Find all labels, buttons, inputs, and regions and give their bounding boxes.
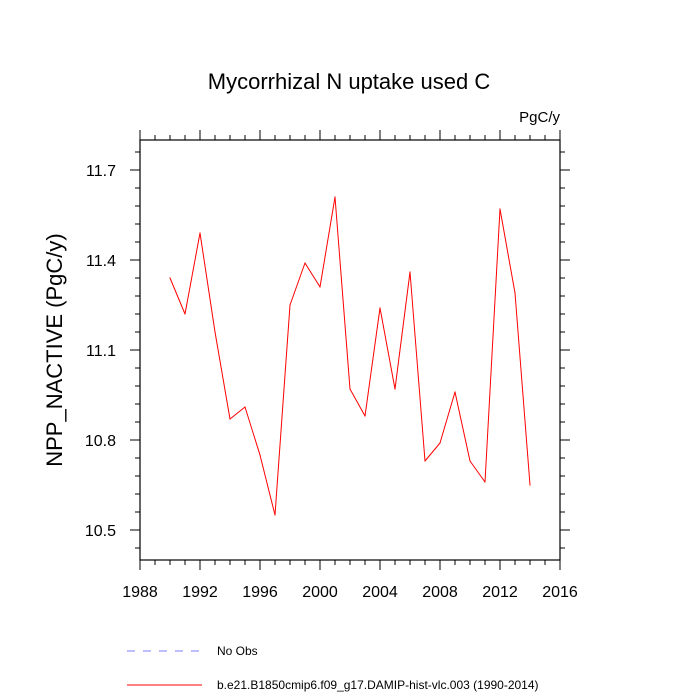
y-tick-label: 10.5: [85, 523, 116, 540]
chart-title: Mycorrhizal N uptake used C: [208, 69, 491, 94]
data-point: [304, 262, 306, 264]
series-line-segment: [274, 304, 291, 516]
series-line-segment: [289, 262, 306, 306]
data-point: [349, 388, 351, 390]
data-point: [439, 442, 441, 444]
y-axis-label: NPP_NACTIVE (PgC/y): [42, 233, 67, 467]
data-point: [214, 331, 216, 333]
series-line-segment: [439, 391, 456, 444]
data-point: [319, 286, 321, 288]
series-line-segment: [334, 196, 351, 390]
data-point: [424, 460, 426, 462]
data-point: [259, 454, 261, 456]
series-line-segment: [184, 232, 201, 315]
x-tick-label: 1988: [122, 584, 158, 601]
legend-label: b.e21.B1850cmip6.f09_g17.DAMIP-hist-vlc.…: [217, 678, 539, 692]
data-point: [394, 388, 396, 390]
data-point: [274, 514, 276, 516]
data-point: [229, 418, 231, 420]
series-line-segment: [424, 442, 441, 462]
data-point: [484, 481, 486, 483]
series-line-segment: [364, 307, 381, 417]
data-point: [454, 391, 456, 393]
data-point: [289, 304, 291, 306]
axis-ticks: [130, 130, 570, 570]
x-tick-label: 1996: [242, 584, 278, 601]
data-point: [469, 460, 471, 462]
x-tick-label: 2016: [542, 584, 578, 601]
data-point: [334, 196, 336, 198]
series-line-segment: [319, 196, 336, 288]
series-line-segment: [514, 292, 531, 486]
series-line-segment: [349, 388, 366, 417]
data-point: [244, 406, 246, 408]
y-tick-label: 11.7: [86, 163, 116, 180]
y-tick-label: 11.1: [86, 343, 116, 360]
plot-frame: [139, 139, 561, 561]
plot-series: [169, 196, 531, 516]
series-line-segment: [169, 277, 186, 315]
series-line-segment: [469, 460, 486, 483]
data-point: [169, 277, 171, 279]
legend-label: No Obs: [217, 644, 258, 658]
data-point: [184, 313, 186, 315]
data-point: [364, 415, 366, 417]
data-point: [379, 307, 381, 309]
series-line-segment: [214, 331, 231, 420]
data-point: [529, 484, 531, 486]
y-tick-label: 10.8: [85, 433, 116, 450]
series-line-segment: [409, 271, 426, 462]
axis-tick-labels: 1988 1992 1996 2000 2004 2008 2012 2016 10.5 10.8…: [85, 163, 578, 601]
series-line-segment: [259, 454, 276, 516]
series-line-segment: [499, 208, 516, 294]
series-line-segment: [454, 391, 471, 462]
x-tick-label: 2000: [302, 584, 338, 601]
data-point: [514, 292, 516, 294]
series-line-segment: [244, 406, 261, 456]
series-line-segment: [394, 271, 411, 390]
data-point: [409, 271, 411, 273]
series-line-segment: [304, 262, 321, 288]
legend: No Obs b.e21.B1850cmip6.f09_g17.DAMIP-his…: [127, 644, 539, 692]
x-tick-label: 2004: [362, 584, 398, 601]
series-line-segment: [229, 406, 246, 420]
data-point: [199, 232, 201, 234]
series-line-segment: [379, 307, 396, 390]
series-line-segment: [484, 208, 501, 483]
data-point: [499, 208, 501, 210]
y-tick-label: 11.4: [86, 253, 116, 270]
x-tick-label: 2008: [422, 584, 458, 601]
x-tick-label: 1992: [182, 584, 218, 601]
units-label: PgC/y: [519, 109, 560, 126]
series-line-segment: [199, 232, 216, 333]
x-tick-label: 2012: [482, 584, 518, 601]
